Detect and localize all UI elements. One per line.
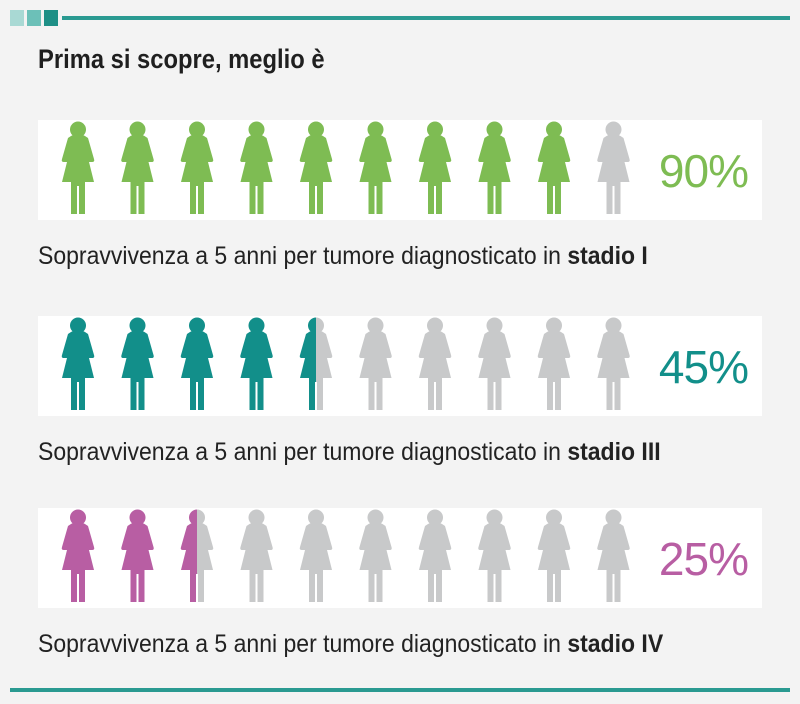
caption-3: Sopravvivenza a 5 anni per tumore diagno…	[38, 630, 663, 659]
caption-text-2: Sopravvivenza a 5 anni per tumore diagno…	[38, 438, 568, 466]
stage-label-2: stadio III	[567, 438, 661, 466]
header-deco-square-3	[44, 10, 58, 26]
header-decoration	[10, 10, 790, 26]
person-icon	[418, 317, 452, 410]
person-icon	[121, 317, 154, 410]
person-icon	[61, 509, 95, 602]
caption-2: Sopravvivenza a 5 anni per tumore diagno…	[38, 438, 661, 467]
person-icon	[418, 509, 452, 602]
person-icon	[359, 121, 392, 214]
pictograph-panel-2: 45%	[38, 316, 762, 416]
stage-label-3: stadio IV	[567, 630, 664, 658]
person-icon	[180, 317, 214, 410]
caption-text-3: Sopravvivenza a 5 anni per tumore diagno…	[38, 630, 568, 658]
person-icon	[240, 121, 273, 214]
person-icon	[478, 317, 511, 410]
person-icon	[478, 121, 511, 214]
person-icon	[597, 121, 630, 214]
person-icon	[61, 121, 95, 214]
person-icon	[61, 317, 95, 410]
person-icon	[180, 121, 214, 214]
person-icon	[537, 317, 571, 410]
footer-rule	[10, 688, 790, 692]
person-icon	[478, 509, 511, 602]
person-icon	[299, 317, 333, 410]
person-icon	[240, 509, 273, 602]
person-icon	[121, 121, 154, 214]
person-icon	[299, 121, 333, 214]
header-rule	[62, 16, 790, 20]
pictograph-panel-3: 25%	[38, 508, 762, 608]
stage-label-1: stadio I	[567, 242, 648, 270]
person-icon	[180, 509, 214, 602]
caption-1: Sopravvivenza a 5 anni per tumore diagno…	[38, 242, 648, 271]
chart-title: Prima si scopre, meglio è	[38, 44, 325, 74]
person-icon	[240, 317, 273, 410]
person-icon	[299, 509, 333, 602]
person-icon	[359, 317, 392, 410]
percentage-label-2: 45%	[658, 341, 749, 393]
percentage-label-1: 90%	[658, 145, 749, 197]
header-deco-square-2	[27, 10, 41, 26]
pictograph-panel-1: 90%	[38, 120, 762, 220]
person-icon	[537, 121, 571, 214]
person-icon	[537, 509, 571, 602]
people-icons-1	[61, 121, 630, 214]
caption-text-1: Sopravvivenza a 5 anni per tumore diagno…	[38, 242, 568, 270]
person-icon	[418, 121, 452, 214]
person-icon	[121, 509, 154, 602]
person-icon	[359, 509, 392, 602]
people-icons-2	[61, 317, 630, 410]
people-icons-3	[61, 509, 630, 602]
percentage-label-3: 25%	[658, 533, 749, 585]
header-deco-square-1	[10, 10, 24, 26]
person-icon	[597, 509, 630, 602]
person-icon	[597, 317, 630, 410]
